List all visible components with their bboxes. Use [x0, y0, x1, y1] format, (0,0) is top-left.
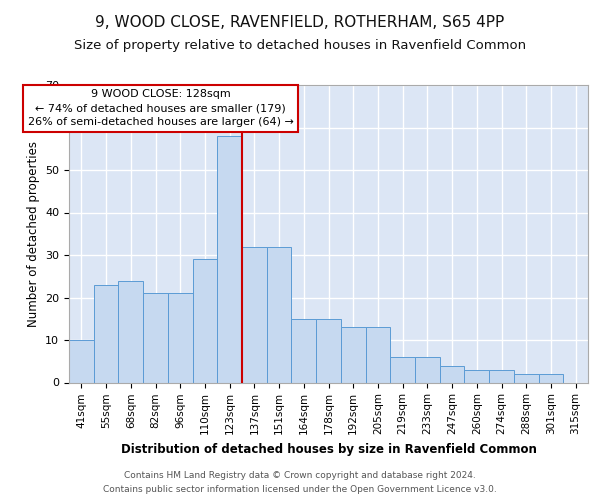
Bar — [316, 319, 341, 382]
Bar — [440, 366, 464, 382]
Bar — [143, 293, 168, 382]
Bar — [118, 280, 143, 382]
X-axis label: Distribution of detached houses by size in Ravenfield Common: Distribution of detached houses by size … — [121, 442, 536, 456]
Text: Contains public sector information licensed under the Open Government Licence v3: Contains public sector information licen… — [103, 484, 497, 494]
Text: Contains HM Land Registry data © Crown copyright and database right 2024.: Contains HM Land Registry data © Crown c… — [124, 472, 476, 480]
Bar — [242, 246, 267, 382]
Bar — [464, 370, 489, 382]
Text: 9 WOOD CLOSE: 128sqm
← 74% of detached houses are smaller (179)
26% of semi-deta: 9 WOOD CLOSE: 128sqm ← 74% of detached h… — [28, 90, 293, 128]
Bar — [415, 357, 440, 382]
Bar — [193, 259, 217, 382]
Bar — [94, 285, 118, 382]
Bar — [514, 374, 539, 382]
Text: Size of property relative to detached houses in Ravenfield Common: Size of property relative to detached ho… — [74, 38, 526, 52]
Bar — [489, 370, 514, 382]
Bar — [539, 374, 563, 382]
Bar — [390, 357, 415, 382]
Text: 9, WOOD CLOSE, RAVENFIELD, ROTHERHAM, S65 4PP: 9, WOOD CLOSE, RAVENFIELD, ROTHERHAM, S6… — [95, 15, 505, 30]
Bar — [365, 327, 390, 382]
Bar — [267, 246, 292, 382]
Bar — [292, 319, 316, 382]
Y-axis label: Number of detached properties: Number of detached properties — [26, 141, 40, 327]
Bar — [69, 340, 94, 382]
Bar — [341, 327, 365, 382]
Bar — [168, 293, 193, 382]
Bar — [217, 136, 242, 382]
